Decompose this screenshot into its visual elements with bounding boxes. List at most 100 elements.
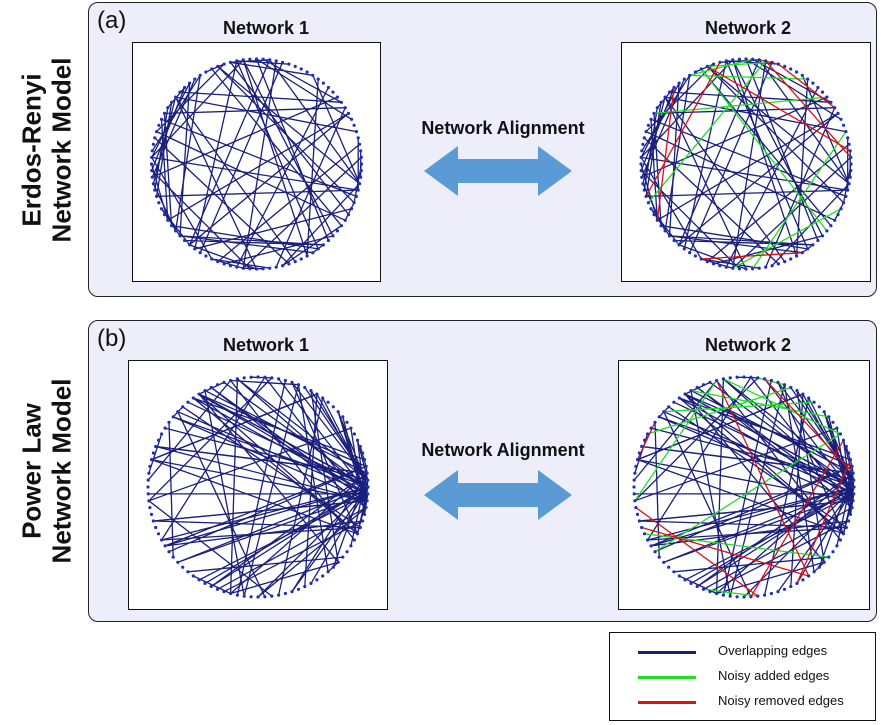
- edge-overlapping: [732, 156, 852, 269]
- node: [683, 392, 687, 396]
- node: [163, 426, 167, 430]
- node: [335, 229, 339, 233]
- node: [705, 64, 709, 68]
- edge-overlapping: [669, 235, 803, 254]
- edge-overlapping: [669, 91, 831, 103]
- node: [667, 565, 671, 569]
- node: [839, 117, 843, 121]
- node: [359, 155, 363, 159]
- edge-removed: [796, 459, 852, 584]
- node: [640, 525, 644, 530]
- node: [293, 64, 297, 68]
- edge-added: [689, 58, 753, 76]
- edge-overlapping: [210, 472, 368, 588]
- node: [640, 149, 644, 153]
- node: [836, 213, 840, 217]
- edges: [633, 376, 855, 598]
- node: [657, 415, 661, 419]
- node: [699, 67, 703, 71]
- node: [848, 149, 852, 153]
- panel-label: (a): [97, 7, 127, 34]
- node: [646, 201, 650, 205]
- node: [835, 544, 839, 548]
- node: [242, 594, 246, 598]
- node: [356, 136, 360, 140]
- node: [198, 251, 202, 255]
- edge-added: [690, 389, 829, 418]
- node: [349, 426, 353, 430]
- node: [183, 238, 187, 243]
- node: [147, 499, 151, 503]
- node: [806, 77, 810, 81]
- network1-graph: [128, 360, 388, 610]
- node: [321, 574, 325, 578]
- edge-overlapping: [161, 118, 357, 198]
- edge-added: [647, 60, 767, 204]
- edge-added: [689, 74, 808, 80]
- node: [153, 188, 157, 192]
- node: [326, 570, 330, 574]
- edge-overlapping: [645, 131, 835, 221]
- edge-overlapping: [160, 119, 169, 221]
- node: [764, 265, 768, 269]
- edge-overlapping: [198, 493, 369, 581]
- node: [795, 389, 799, 393]
- node: [296, 383, 301, 387]
- edge-overlapping: [151, 393, 318, 461]
- node: [181, 405, 185, 409]
- node: [693, 254, 697, 258]
- node: [640, 444, 644, 449]
- edge-overlapping: [643, 137, 779, 265]
- node: [356, 188, 360, 192]
- node: [178, 90, 182, 94]
- network-canvas: [146, 375, 370, 599]
- node: [326, 85, 330, 90]
- edge-overlapping: [834, 202, 845, 221]
- node: [744, 57, 748, 61]
- node: [299, 257, 303, 261]
- node: [795, 254, 799, 258]
- node: [634, 506, 638, 510]
- node: [366, 478, 370, 482]
- edge-removed: [716, 380, 810, 577]
- node: [848, 512, 853, 516]
- node: [359, 162, 364, 166]
- node: [186, 570, 190, 574]
- node: [672, 238, 676, 243]
- edge-added: [634, 380, 718, 502]
- edge-overlapping: [179, 83, 191, 236]
- node: [811, 243, 815, 247]
- node: [281, 60, 285, 64]
- node: [359, 149, 363, 153]
- node: [155, 130, 159, 134]
- node: [769, 378, 773, 383]
- edge-added: [703, 588, 758, 597]
- edge-overlapping: [696, 472, 854, 588]
- node: [789, 67, 793, 71]
- node: [634, 464, 638, 468]
- edge-overlapping: [198, 393, 339, 563]
- side-title-erdos-renyi: Erdos-Renyi Network Model: [6, 2, 86, 297]
- edge-removed: [706, 65, 851, 152]
- edge-overlapping: [199, 62, 284, 253]
- node: [838, 432, 842, 436]
- node: [756, 594, 760, 598]
- node: [283, 591, 287, 596]
- node: [757, 58, 761, 62]
- edge-overlapping: [729, 384, 786, 597]
- node: [639, 169, 643, 173]
- node: [712, 262, 716, 266]
- legend-item-overlapping: Overlapping edges: [610, 640, 875, 664]
- node: [354, 130, 358, 134]
- node: [193, 77, 197, 81]
- node: [365, 499, 369, 503]
- node: [683, 578, 687, 582]
- edge-overlapping: [278, 378, 369, 495]
- node: [770, 60, 774, 64]
- edge-overlapping: [660, 225, 808, 250]
- node: [817, 565, 821, 569]
- node: [256, 595, 260, 599]
- edge-overlapping: [690, 390, 731, 597]
- node: [642, 438, 647, 442]
- node: [795, 581, 799, 585]
